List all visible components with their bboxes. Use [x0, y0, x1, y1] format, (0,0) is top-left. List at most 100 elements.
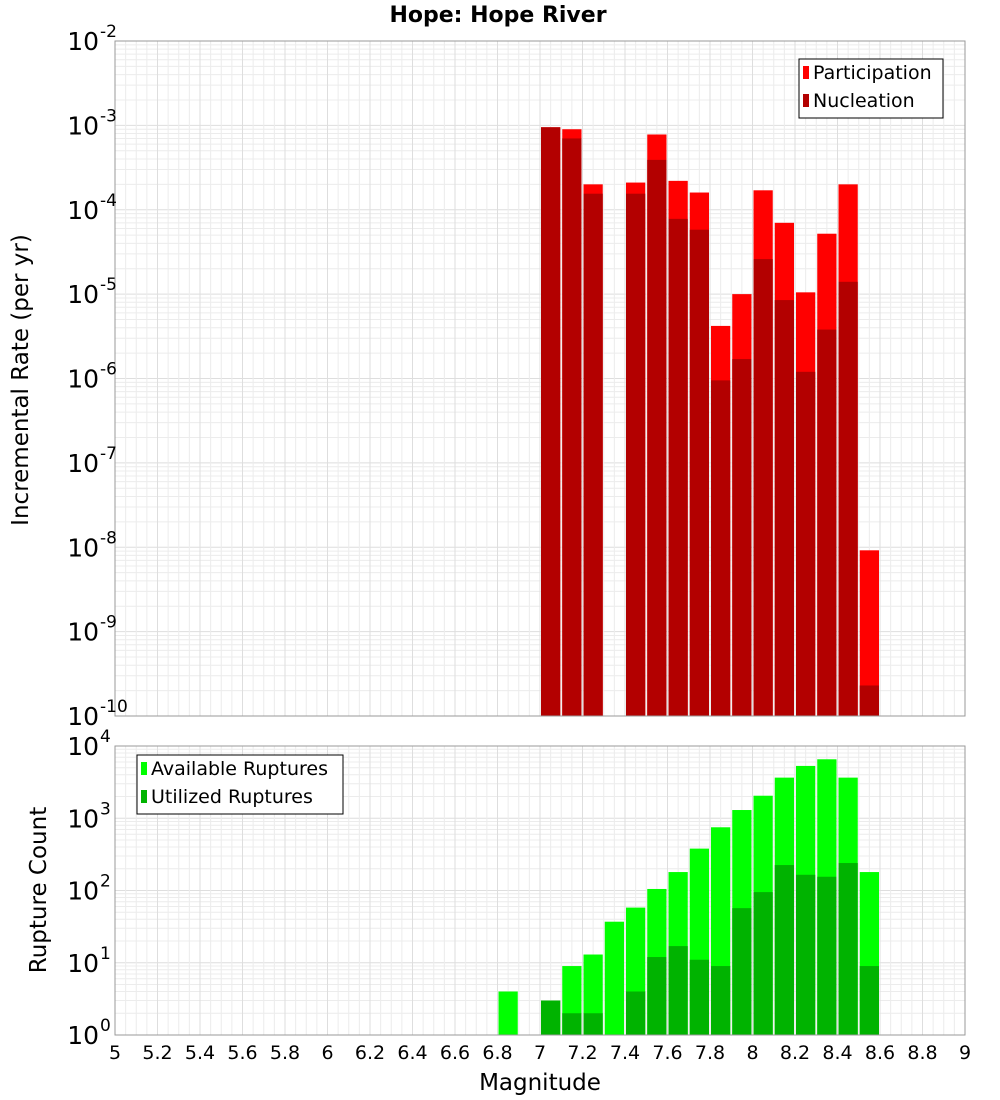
y-tick-label: 10	[67, 1021, 99, 1050]
y-tick-exponent: -9	[100, 613, 117, 633]
x-tick-label: 5.4	[185, 1042, 215, 1064]
x-tick-label: 8.4	[822, 1042, 852, 1064]
bar	[859, 550, 879, 716]
bar	[541, 127, 561, 716]
bar	[753, 892, 773, 1035]
bar	[838, 281, 858, 716]
y-tick-label: 10	[67, 804, 99, 833]
legend-box	[136, 754, 344, 815]
y-tick-exponent: -8	[100, 528, 117, 548]
bottom-y-axis-label: Rupture Count	[26, 807, 52, 973]
series-2	[541, 127, 879, 717]
y-tick-label: 10	[67, 949, 99, 978]
y-tick-exponent: 1	[100, 944, 111, 964]
x-tick-label: 8.2	[780, 1042, 810, 1064]
x-tick-labels: 5 5.2 5.4 5.6 5.8 6 6.2 6.4 6.6 6.8 7 7.2 7.4 7.6 7.8 8…	[109, 1042, 971, 1064]
legend-label: Participation	[813, 62, 932, 84]
bar	[604, 921, 624, 1035]
bar	[796, 371, 816, 716]
x-tick-label: 9	[959, 1042, 971, 1064]
bar	[774, 300, 794, 716]
chart-title: Hope: Hope River	[389, 3, 606, 28]
legend-box	[798, 58, 944, 119]
y-tick-label: 10	[67, 196, 99, 225]
x-tick-label: 7.8	[695, 1042, 725, 1064]
x-tick-label: 6.2	[355, 1042, 385, 1064]
x-tick-label: 7.4	[610, 1042, 640, 1064]
x-tick-label: 5.2	[142, 1042, 172, 1064]
y-tick-label: 10	[67, 877, 99, 906]
legend-swatch	[141, 762, 147, 775]
series-2	[541, 863, 879, 1035]
legend: Participation Nucleation	[798, 58, 944, 119]
bar	[668, 946, 688, 1035]
bar	[796, 874, 816, 1035]
bar	[859, 685, 879, 716]
legend: Available Ruptures Utilized Ruptures	[136, 754, 344, 815]
y-tick-exponent: 4	[100, 727, 111, 747]
y-tick-label: 10	[67, 533, 99, 562]
x-tick-label: 5	[109, 1042, 121, 1064]
plot-frame	[114, 40, 966, 717]
x-axis-label: Magnitude	[479, 1070, 601, 1096]
bar	[562, 1013, 582, 1035]
bar	[817, 329, 837, 716]
bar	[817, 876, 837, 1035]
y-tick-exponent: -10	[100, 697, 128, 717]
y-tick-label: 10	[67, 618, 99, 647]
bar	[859, 966, 879, 1035]
bar	[541, 1000, 561, 1035]
bar	[838, 863, 858, 1035]
x-tick-label: 6	[321, 1042, 333, 1064]
y-tick-exponent: -5	[100, 275, 117, 295]
legend-swatch	[141, 790, 147, 803]
bar	[774, 865, 794, 1035]
bar	[668, 218, 688, 716]
bar	[583, 193, 603, 716]
y-tick-label: 10	[67, 732, 99, 761]
top-y-axis-label: Incremental Rate (per yr)	[8, 234, 34, 526]
bar	[711, 380, 731, 716]
y-tick-label: 10	[67, 27, 99, 56]
y-tick-exponent: 0	[100, 1016, 111, 1036]
plot-frame	[114, 745, 966, 1036]
bar	[689, 959, 709, 1035]
y-tick-exponent: -6	[100, 360, 117, 380]
x-tick-label: 5.6	[227, 1042, 257, 1064]
grid	[114, 41, 966, 717]
bar	[647, 159, 667, 717]
bar	[647, 957, 667, 1035]
y-tick-exponent: -7	[100, 444, 117, 464]
bar	[498, 991, 518, 1035]
bottom-panel: 10 010 110 210 310 45 5.2 5.4 5.6 5.8 6 6.2 6.4 6.6 6.…	[67, 727, 971, 1064]
bar	[753, 259, 773, 716]
x-tick-label: 8.6	[865, 1042, 895, 1064]
legend-label: Nucleation	[813, 90, 915, 112]
x-tick-label: 8	[746, 1042, 758, 1064]
legend-swatch	[803, 66, 809, 79]
y-tick-label: 10	[67, 702, 99, 731]
bar	[562, 138, 582, 717]
bar	[626, 991, 646, 1035]
bar	[711, 966, 731, 1035]
y-tick-label: 10	[67, 111, 99, 140]
y-tick-exponent: -3	[100, 106, 117, 126]
y-tick-exponent: -4	[100, 191, 117, 211]
bar	[732, 359, 752, 716]
legend-label: Available Ruptures	[151, 758, 328, 780]
y-tick-label: 10	[67, 365, 99, 394]
y-tick-exponent: 2	[100, 872, 111, 892]
legend-swatch	[803, 94, 809, 107]
x-tick-label: 8.8	[907, 1042, 937, 1064]
legend-label: Utilized Ruptures	[151, 786, 313, 808]
bar	[626, 193, 646, 716]
x-tick-label: 6.8	[482, 1042, 512, 1064]
y-tick-label: 10	[67, 449, 99, 478]
y-tick-exponent: 3	[100, 799, 111, 819]
x-tick-label: 5.8	[270, 1042, 300, 1064]
x-tick-label: 7.6	[652, 1042, 682, 1064]
